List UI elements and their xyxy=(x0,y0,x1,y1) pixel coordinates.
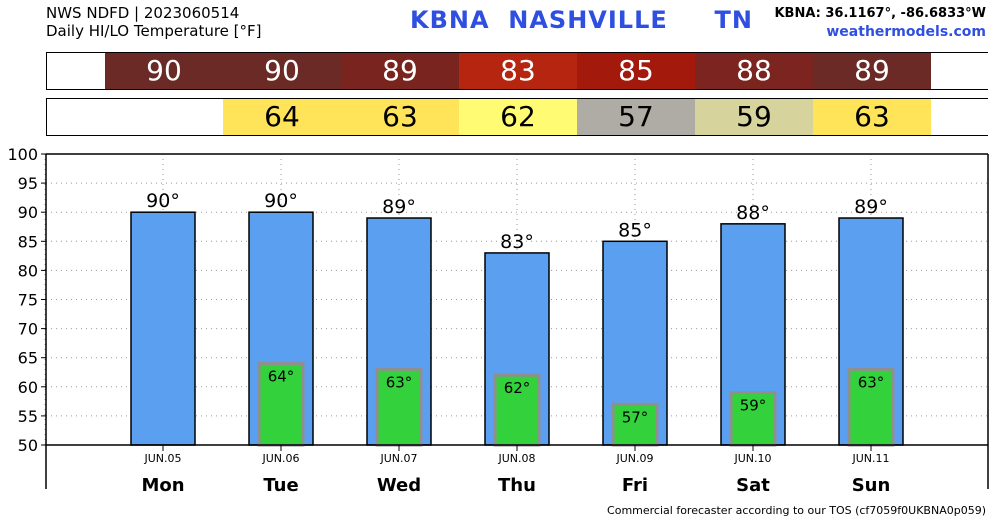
day-label: Thu xyxy=(498,475,536,496)
hi-strip-cell: 89 xyxy=(813,53,931,89)
hi-strip-cell: 89 xyxy=(341,53,459,89)
lo-bar xyxy=(847,367,895,447)
lo-bar xyxy=(257,362,305,447)
hi-bar-label: 90° xyxy=(146,190,180,212)
product-label: Daily HI/LO Temperature [°F] xyxy=(46,22,262,40)
day-label: Tue xyxy=(263,475,298,496)
y-tick-label: 95 xyxy=(18,174,38,193)
y-tick-label: 80 xyxy=(18,261,38,280)
hi-strip-cell xyxy=(931,53,989,89)
header-right: KBNA: 36.1167°, -86.6833°W weathermodels… xyxy=(774,4,986,42)
hi-bar-label: 89° xyxy=(382,196,416,218)
lo-bar xyxy=(729,391,777,447)
day-label: Mon xyxy=(141,475,184,496)
hi-bar-label: 90° xyxy=(264,190,298,212)
source-label: NWS NDFD | 2023060514 xyxy=(46,4,240,22)
station-title: KBNA NASHVILLE TN xyxy=(410,6,754,34)
lo-strip-cell xyxy=(47,99,105,135)
hi-strip-cell: 90 xyxy=(223,53,341,89)
y-tick-label: 75 xyxy=(18,291,38,310)
lo-bar-label: 57° xyxy=(622,408,649,426)
lo-bar xyxy=(493,373,541,447)
station-coords: KBNA: 36.1167°, -86.6833°W xyxy=(774,6,986,21)
date-label: JUN.06 xyxy=(261,452,299,465)
hi-strip-cell: 85 xyxy=(577,53,695,89)
date-label: JUN.05 xyxy=(143,452,181,465)
day-label: Sat xyxy=(736,475,770,496)
lo-bar-label: 63° xyxy=(858,373,885,391)
lo-bar-label: 63° xyxy=(386,373,413,391)
lo-bar-label: 64° xyxy=(268,368,295,386)
date-label: JUN.10 xyxy=(733,452,771,465)
hi-temperature-strip: 90 90 89 83 85 88 89 xyxy=(46,52,989,90)
y-tick-label: 55 xyxy=(18,407,38,426)
lo-strip-cell: 62 xyxy=(459,99,577,135)
day-label: Wed xyxy=(377,475,421,496)
hi-bar-label: 85° xyxy=(618,219,652,241)
hi-bar xyxy=(130,211,196,446)
header-left: NWS NDFD | 2023060514 Daily HI/LO Temper… xyxy=(46,4,262,40)
hi-bar-label: 83° xyxy=(500,231,534,253)
footer-note: Commercial forecaster according to our T… xyxy=(607,504,986,517)
y-tick-label: 90 xyxy=(18,203,38,222)
y-tick-label: 65 xyxy=(18,349,38,368)
date-label: JUN.11 xyxy=(851,452,889,465)
y-tick-label: 85 xyxy=(18,232,38,251)
lo-strip-cell: 64 xyxy=(223,99,341,135)
lo-strip-cell: 57 xyxy=(577,99,695,135)
day-label: Fri xyxy=(622,475,648,496)
y-tick-label: 50 xyxy=(18,436,38,455)
lo-strip-cell: 59 xyxy=(695,99,813,135)
lo-strip-cell xyxy=(105,99,223,135)
date-label: JUN.08 xyxy=(497,452,535,465)
y-tick-label: 70 xyxy=(18,320,38,339)
y-tick-label: 100 xyxy=(7,145,38,164)
day-label: Sun xyxy=(852,475,891,496)
hi-bar-label: 89° xyxy=(854,196,888,218)
hi-strip-cell: 83 xyxy=(459,53,577,89)
lo-temperature-strip: 64 63 62 57 59 63 xyxy=(46,98,989,136)
date-label: JUN.09 xyxy=(615,452,653,465)
temperature-chart: 50 55 60 65 70 75 80 85 90 95 100 90° JUN.05 Mon 90° 64… xyxy=(7,145,989,496)
lo-strip-cell: 63 xyxy=(813,99,931,135)
hi-strip-cell: 88 xyxy=(695,53,813,89)
y-tick-label: 60 xyxy=(18,378,38,397)
hi-strip-cell: 90 xyxy=(105,53,223,89)
date-label: JUN.07 xyxy=(379,452,417,465)
lo-bar-label: 62° xyxy=(504,379,531,397)
site-link[interactable]: weathermodels.com xyxy=(826,24,986,40)
lo-bar-label: 59° xyxy=(740,397,767,415)
lo-strip-cell xyxy=(931,99,989,135)
lo-strip-cell: 63 xyxy=(341,99,459,135)
hi-strip-cell xyxy=(47,53,105,89)
hi-bar-label: 88° xyxy=(736,202,770,224)
